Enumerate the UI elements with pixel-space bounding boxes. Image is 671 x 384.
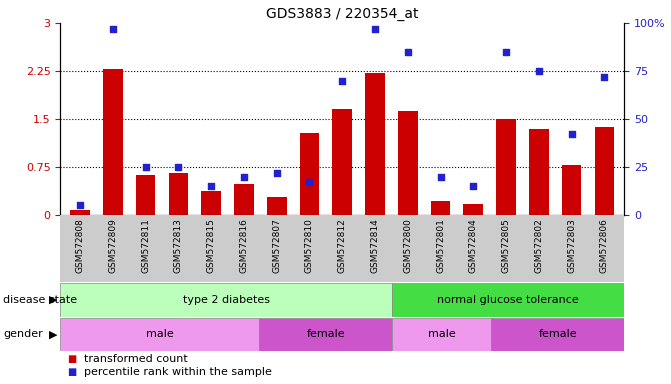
Bar	[234, 184, 254, 215]
Text: disease state: disease state	[3, 295, 77, 305]
Text: type 2 diabetes: type 2 diabetes	[183, 295, 270, 305]
Text: GSM572805: GSM572805	[501, 218, 511, 273]
Point	[337, 78, 348, 84]
Bar	[398, 111, 417, 215]
Text: GSM572813: GSM572813	[174, 218, 183, 273]
Bar	[168, 174, 188, 215]
Text: ■: ■	[67, 354, 76, 364]
Bar	[464, 204, 483, 215]
Text: ■: ■	[67, 367, 76, 377]
Text: GSM572800: GSM572800	[403, 218, 412, 273]
Text: normal glucose tolerance: normal glucose tolerance	[437, 295, 579, 305]
Point	[173, 164, 184, 170]
Text: transformed count: transformed count	[84, 354, 188, 364]
Text: GSM572812: GSM572812	[338, 218, 347, 273]
Title: GDS3883 / 220354_at: GDS3883 / 220354_at	[266, 7, 419, 21]
Point	[533, 68, 544, 74]
Text: female: female	[538, 329, 577, 339]
Bar	[595, 127, 614, 215]
Text: GSM572814: GSM572814	[370, 218, 380, 273]
Bar	[392, 318, 491, 351]
Bar	[529, 129, 549, 215]
Text: GSM572804: GSM572804	[469, 218, 478, 273]
Text: GSM572810: GSM572810	[305, 218, 314, 273]
Text: GSM572803: GSM572803	[567, 218, 576, 273]
Text: GSM572808: GSM572808	[76, 218, 85, 273]
Bar	[431, 201, 450, 215]
Point	[206, 183, 217, 189]
Point	[271, 170, 282, 176]
Point	[403, 49, 413, 55]
Point	[140, 164, 151, 170]
Bar	[267, 197, 287, 215]
Bar	[365, 73, 384, 215]
Bar	[136, 175, 156, 215]
Bar	[392, 283, 624, 317]
Point	[501, 49, 511, 55]
Point	[435, 174, 446, 180]
Text: GSM572806: GSM572806	[600, 218, 609, 273]
Bar	[60, 318, 259, 351]
Text: GSM572802: GSM572802	[534, 218, 544, 273]
Text: ▶: ▶	[48, 329, 57, 339]
Text: GSM572809: GSM572809	[108, 218, 117, 273]
Point	[566, 131, 577, 137]
Point	[599, 74, 610, 80]
Text: GSM572801: GSM572801	[436, 218, 445, 273]
Point	[107, 26, 118, 32]
Bar	[70, 210, 90, 215]
Point	[468, 183, 478, 189]
Text: GSM572807: GSM572807	[272, 218, 281, 273]
Text: male: male	[428, 329, 456, 339]
Point	[238, 174, 249, 180]
Bar	[562, 165, 582, 215]
Bar	[103, 69, 123, 215]
Text: gender: gender	[3, 329, 43, 339]
Bar	[259, 318, 392, 351]
Text: percentile rank within the sample: percentile rank within the sample	[84, 367, 272, 377]
Point	[370, 26, 380, 32]
Text: GSM572815: GSM572815	[207, 218, 215, 273]
Text: male: male	[146, 329, 174, 339]
Bar	[201, 191, 221, 215]
Bar	[491, 318, 624, 351]
Text: ▶: ▶	[48, 295, 57, 305]
Bar	[332, 109, 352, 215]
Text: female: female	[307, 329, 345, 339]
Text: GSM572816: GSM572816	[240, 218, 248, 273]
Bar	[300, 133, 319, 215]
Text: GSM572811: GSM572811	[141, 218, 150, 273]
Point	[304, 179, 315, 185]
Bar	[497, 119, 516, 215]
Point	[74, 202, 85, 209]
Bar	[60, 283, 392, 317]
